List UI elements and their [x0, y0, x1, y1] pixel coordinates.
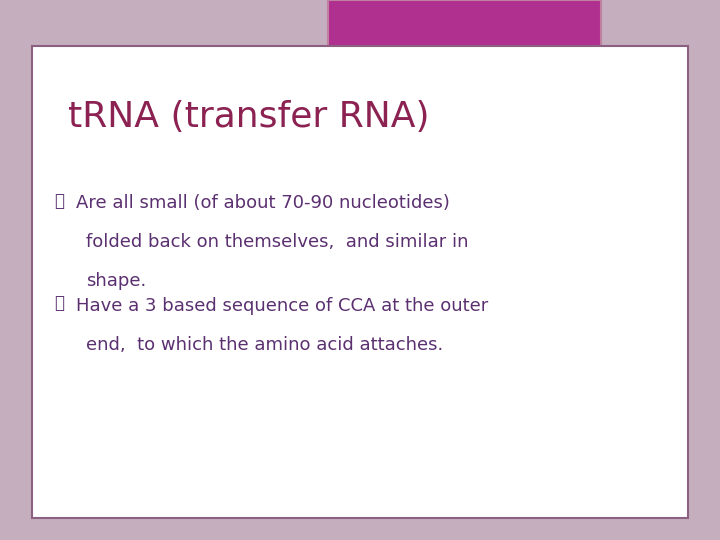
Text: Have a 3 based sequence of CCA at the outer: Have a 3 based sequence of CCA at the ou…: [76, 297, 488, 315]
Text: Are all small (of about 70-90 nucleotides): Are all small (of about 70-90 nucleotide…: [76, 194, 449, 212]
Text: ➰: ➰: [54, 294, 64, 312]
Text: ➰: ➰: [54, 192, 64, 210]
Text: end,  to which the amino acid attaches.: end, to which the amino acid attaches.: [86, 336, 444, 354]
Text: shape.: shape.: [86, 272, 147, 290]
Text: folded back on themselves,  and similar in: folded back on themselves, and similar i…: [86, 233, 469, 251]
Text: tRNA (transfer RNA): tRNA (transfer RNA): [68, 100, 430, 134]
FancyBboxPatch shape: [32, 46, 688, 518]
FancyBboxPatch shape: [328, 0, 601, 68]
